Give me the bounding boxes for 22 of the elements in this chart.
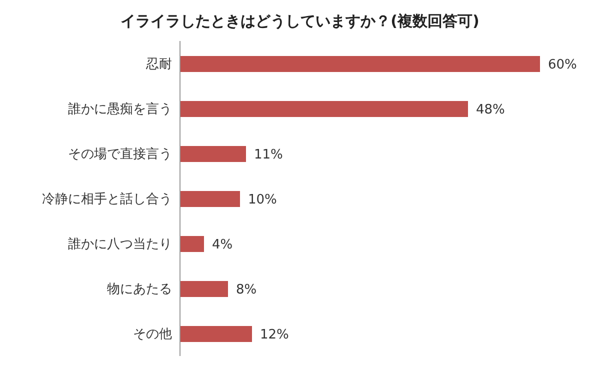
chart-title: イライラしたときはどうしていますか？(複数回答可) xyxy=(120,12,480,31)
data-label: 10% xyxy=(248,192,277,208)
data-label: 8% xyxy=(236,282,257,298)
bar xyxy=(180,326,252,342)
data-label: 4% xyxy=(212,238,233,253)
y-tick-label: 物にあたる xyxy=(107,282,172,298)
data-label: 11% xyxy=(254,148,283,163)
bar xyxy=(180,146,246,162)
y-tick-label: 忍耐 xyxy=(145,57,172,72)
y-tick-label: その他 xyxy=(133,327,172,342)
bar xyxy=(180,101,468,117)
bar xyxy=(180,191,240,207)
data-label: 60% xyxy=(548,58,577,73)
y-tick-label: その場で直接言う xyxy=(68,146,172,162)
bar xyxy=(180,281,228,297)
data-label: 12% xyxy=(260,328,289,343)
data-label: 48% xyxy=(476,102,505,118)
y-tick-label: 冷静に相手と話し合う xyxy=(42,192,172,208)
bar xyxy=(180,236,204,252)
bar xyxy=(180,56,540,72)
y-tick-label: 誰かに八つ当たり xyxy=(68,237,172,252)
y-tick-label: 誰かに愚痴を言う xyxy=(68,101,172,118)
